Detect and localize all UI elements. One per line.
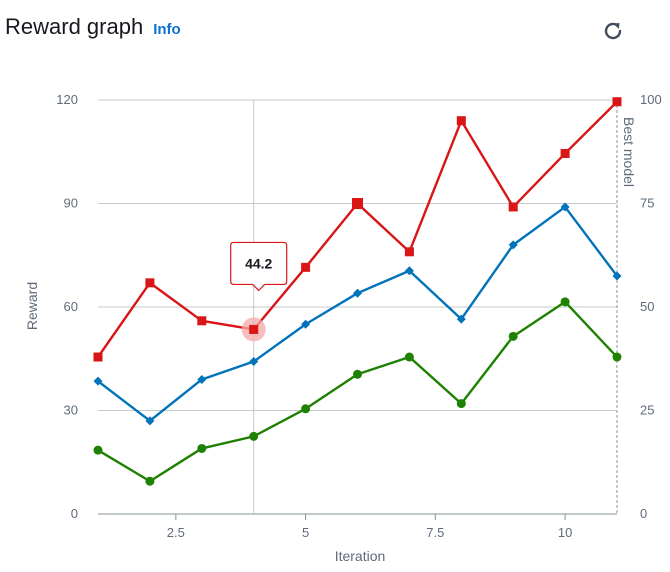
data-point[interactable] bbox=[353, 369, 362, 379]
data-point[interactable] bbox=[249, 357, 259, 367]
data-point[interactable] bbox=[404, 266, 414, 276]
data-point[interactable] bbox=[197, 316, 207, 326]
refresh-icon bbox=[604, 22, 622, 40]
x-axis-title: Iteration bbox=[335, 548, 386, 564]
data-point[interactable] bbox=[560, 148, 570, 158]
data-point[interactable] bbox=[612, 352, 622, 362]
chart-header: Reward graph Info bbox=[5, 14, 181, 48]
page-title: Reward graph bbox=[5, 14, 144, 39]
tooltip-value: 44.2 bbox=[245, 255, 272, 271]
data-point[interactable] bbox=[249, 324, 259, 334]
y-tick-label: 120 bbox=[56, 92, 78, 107]
x-tick-label: 5 bbox=[302, 525, 309, 540]
data-point[interactable] bbox=[301, 404, 311, 414]
data-point[interactable] bbox=[456, 399, 466, 409]
y2-axis-title: Best model bbox=[621, 117, 637, 187]
data-point[interactable] bbox=[249, 431, 259, 441]
y-ticks: 0 30 60 90 120 bbox=[56, 92, 78, 521]
series-markers[interactable] bbox=[93, 97, 622, 486]
data-point[interactable] bbox=[197, 443, 207, 453]
refresh-button[interactable] bbox=[597, 15, 629, 47]
y2-ticks: 0 25 50 75 100 bbox=[640, 92, 662, 521]
x-tick-label: 7.5 bbox=[426, 525, 444, 540]
info-link[interactable]: Info bbox=[153, 21, 181, 38]
y2-tick-label: 25 bbox=[640, 403, 654, 418]
data-point[interactable] bbox=[93, 376, 103, 386]
data-point[interactable] bbox=[404, 247, 414, 257]
data-point[interactable] bbox=[612, 271, 622, 281]
data-point[interactable] bbox=[353, 288, 362, 298]
x-tick-label: 10 bbox=[558, 525, 572, 540]
series-line bbox=[97, 300, 618, 483]
data-point[interactable] bbox=[456, 116, 466, 126]
data-point[interactable] bbox=[508, 331, 518, 341]
data-point[interactable] bbox=[301, 262, 311, 272]
data-point[interactable] bbox=[145, 476, 155, 486]
data-point[interactable] bbox=[93, 352, 103, 362]
tooltip: 44.2 bbox=[230, 241, 288, 292]
data-point[interactable] bbox=[560, 297, 570, 307]
y-tick-label: 0 bbox=[71, 506, 78, 521]
y2-tick-label: 100 bbox=[640, 92, 662, 107]
data-point[interactable] bbox=[404, 352, 414, 362]
data-point[interactable] bbox=[456, 314, 466, 324]
data-point[interactable] bbox=[508, 202, 518, 212]
y2-tick-label: 0 bbox=[640, 506, 647, 521]
data-point[interactable] bbox=[508, 240, 518, 250]
y-tick-label: 90 bbox=[64, 196, 78, 211]
x-ticks: 2.5 5 7.5 10 bbox=[167, 514, 572, 540]
y-tick-label: 60 bbox=[64, 299, 78, 314]
data-point[interactable] bbox=[301, 319, 311, 329]
data-point[interactable] bbox=[145, 416, 155, 426]
data-point[interactable] bbox=[560, 202, 570, 212]
data-point[interactable] bbox=[352, 198, 363, 209]
data-point[interactable] bbox=[197, 374, 207, 384]
x-tick-label: 2.5 bbox=[167, 525, 185, 540]
y2-tick-label: 50 bbox=[640, 299, 654, 314]
y-tick-label: 30 bbox=[64, 403, 78, 418]
tooltip-box bbox=[230, 241, 288, 292]
series-line bbox=[97, 205, 618, 423]
data-point[interactable] bbox=[612, 97, 622, 107]
gridlines bbox=[98, 99, 617, 515]
data-point[interactable] bbox=[145, 278, 155, 288]
y2-tick-label: 75 bbox=[640, 196, 654, 211]
data-point[interactable] bbox=[93, 445, 103, 455]
y-axis-title: Reward bbox=[24, 282, 40, 330]
